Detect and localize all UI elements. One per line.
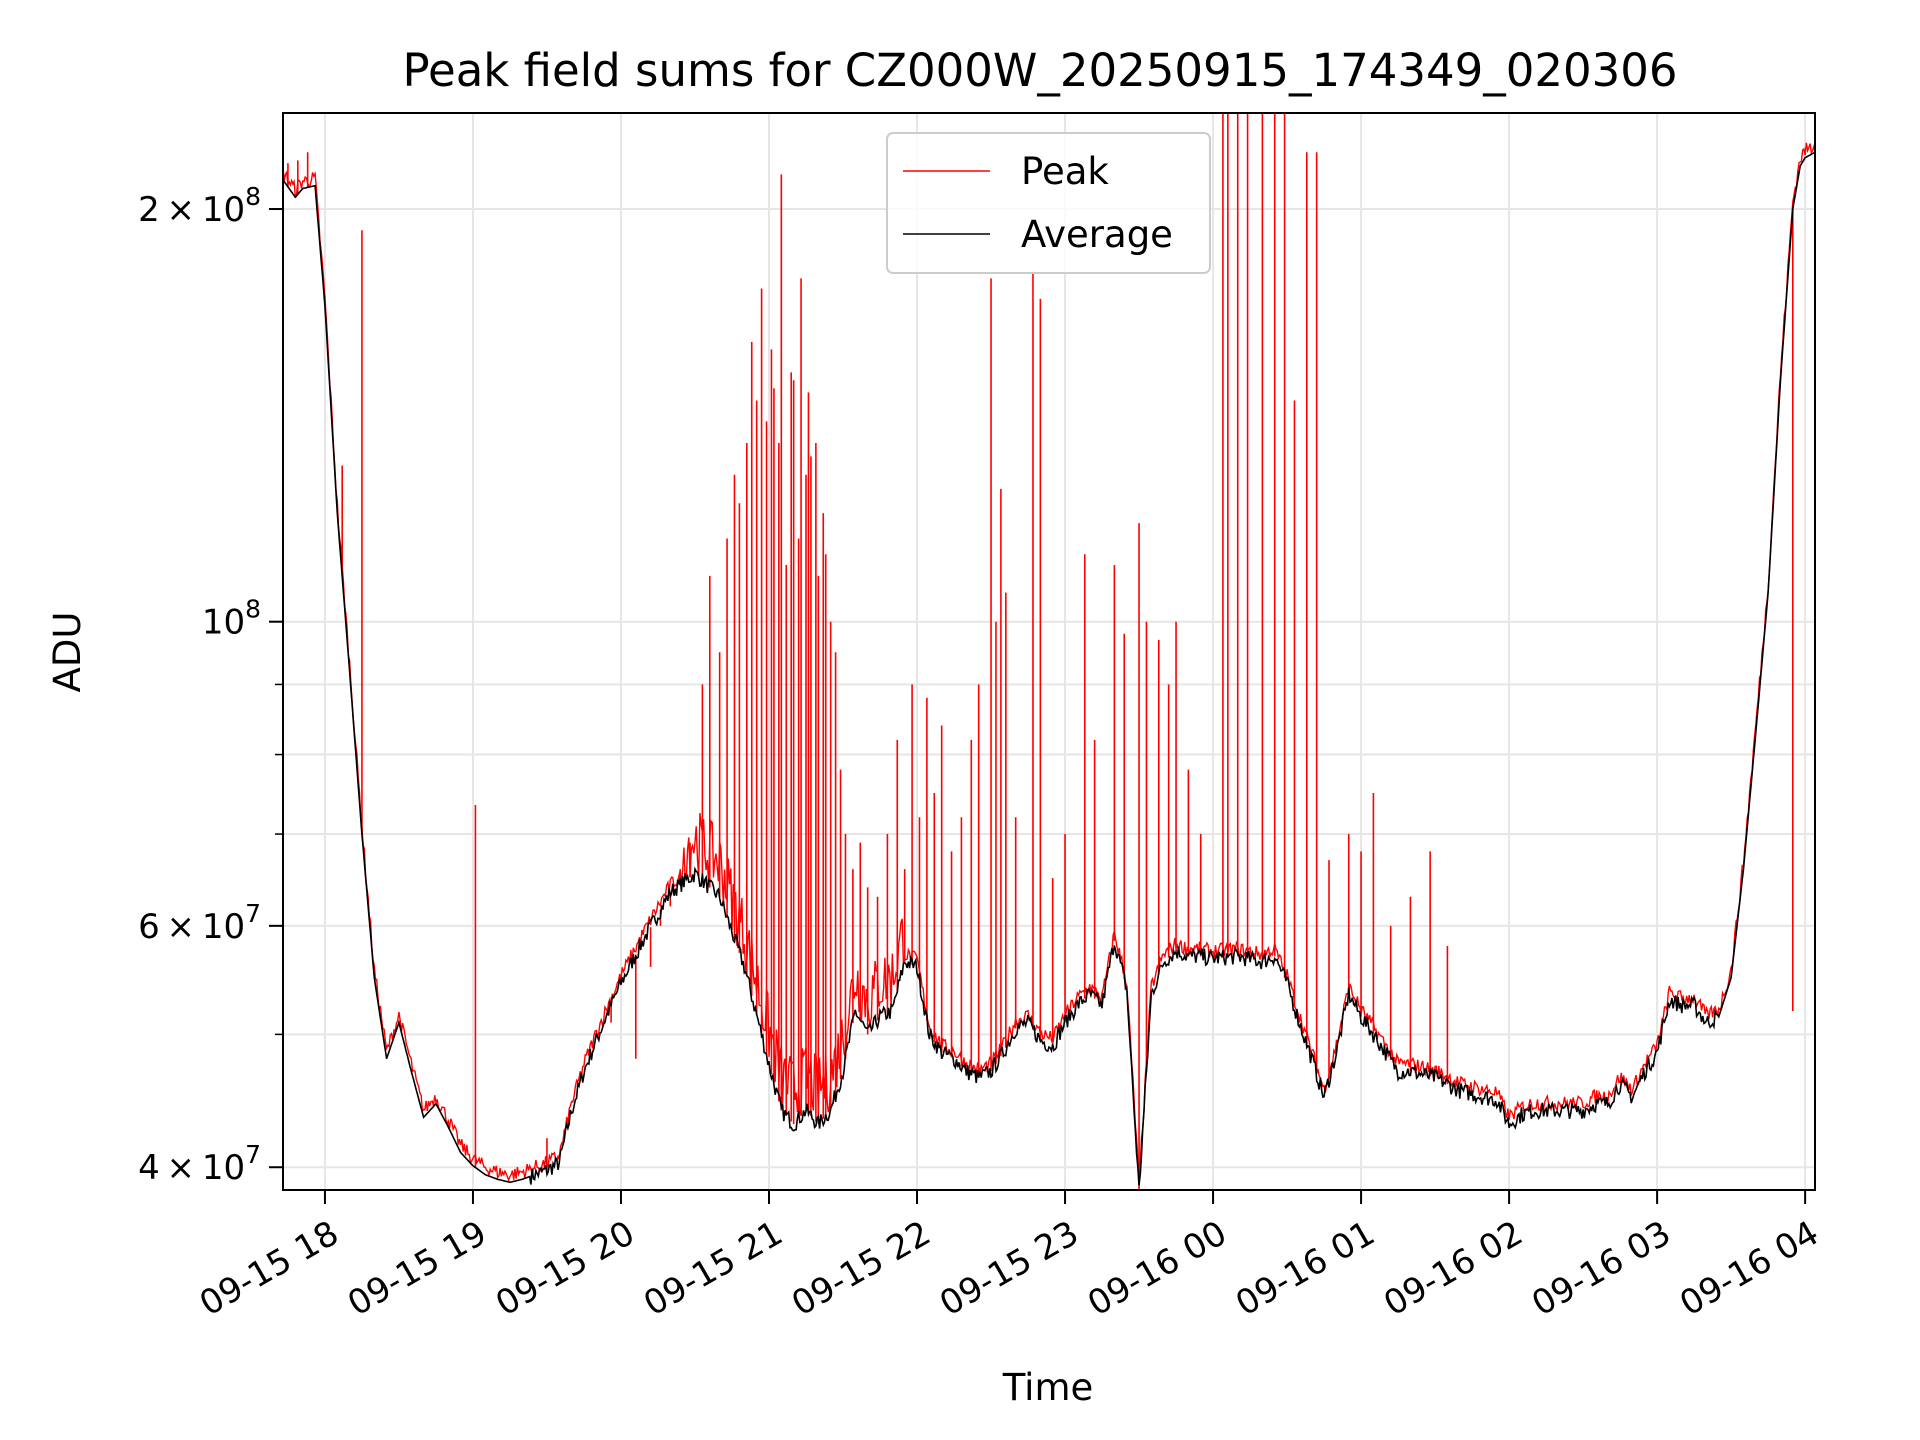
average-line [283,151,1815,1186]
y-axis: 4 × 107 6 × 107 108 2 × 108 [138,182,283,1188]
y-tick-label: 108 [202,595,261,643]
chart-title: Peak field sums for CZ000W_20250915_1743… [402,44,1677,97]
legend-average-label: Average [1021,213,1173,256]
y-tick-label: 6 × 107 [138,899,261,947]
plot-area [283,113,1815,1190]
peak-series [283,113,1815,1190]
y-axis-label: ADU [46,612,89,693]
legend-peak-label: Peak [1021,150,1109,193]
y-tick-label: 2 × 108 [138,182,261,230]
peak-line [283,142,1815,1183]
y-tick-label: 4 × 107 [138,1140,261,1188]
x-axis-label: Time [1002,1366,1094,1409]
average-series [283,151,1815,1186]
plot-frame [282,112,1816,1191]
legend-box [886,132,1211,274]
legend: Peak Average [886,132,1211,274]
